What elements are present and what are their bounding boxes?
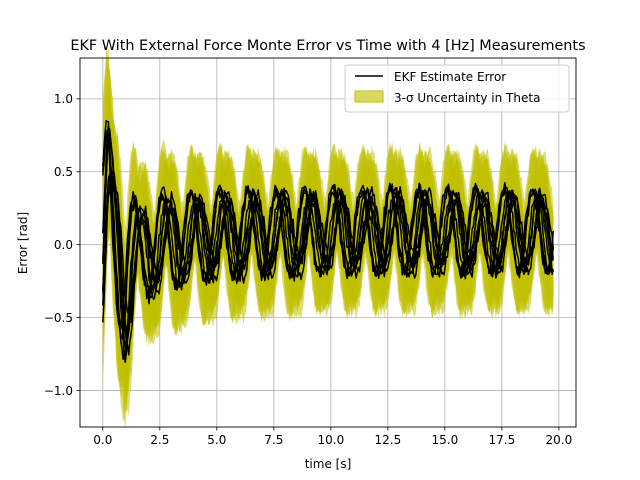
legend-band-swatch [354, 90, 384, 103]
y-axis-ticks: −1.0 −0.5 0.0 0.5 1.0 [44, 92, 80, 398]
error-line [102, 129, 554, 364]
y-tick-label: 1.0 [54, 92, 73, 106]
error-line [102, 119, 554, 330]
x-tick-label: 0.0 [93, 433, 112, 447]
y-tick-label: 0.5 [54, 165, 73, 179]
legend-label-uncertainty: 3-σ Uncertainty in Theta [394, 91, 540, 105]
y-tick-label: −1.0 [44, 384, 73, 398]
x-tick-label: 12.5 [375, 433, 402, 447]
x-axis-ticks: 0.0 2.5 5.0 7.5 10.0 12.5 15.0 17.5 20.0 [93, 427, 572, 447]
legend-box [344, 64, 570, 113]
y-tick-label: −0.5 [44, 311, 73, 325]
x-tick-label: 2.5 [150, 433, 169, 447]
y-axis-label: Error [rad] [16, 212, 30, 274]
error-lines-layer [102, 119, 554, 364]
error-line [102, 178, 554, 315]
axes-frame [79, 57, 577, 428]
legend: EKF Estimate Error 3-σ Uncertainty in Th… [344, 64, 570, 113]
legend-label-estimate-error: EKF Estimate Error [394, 70, 506, 84]
x-tick-label: 20.0 [546, 433, 573, 447]
x-axis-label: time [s] [305, 457, 352, 471]
x-tick-label: 17.5 [489, 433, 516, 447]
y-tick-label: 0.0 [54, 238, 73, 252]
plot-area [79, 47, 577, 428]
chart-title: EKF With External Force Monte Error vs T… [70, 38, 585, 54]
x-tick-label: 5.0 [207, 433, 226, 447]
x-tick-label: 7.5 [264, 433, 283, 447]
x-tick-label: 10.0 [317, 433, 344, 447]
x-tick-label: 15.0 [432, 433, 459, 447]
